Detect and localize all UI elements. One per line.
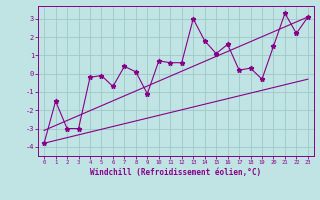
X-axis label: Windchill (Refroidissement éolien,°C): Windchill (Refroidissement éolien,°C) — [91, 168, 261, 177]
